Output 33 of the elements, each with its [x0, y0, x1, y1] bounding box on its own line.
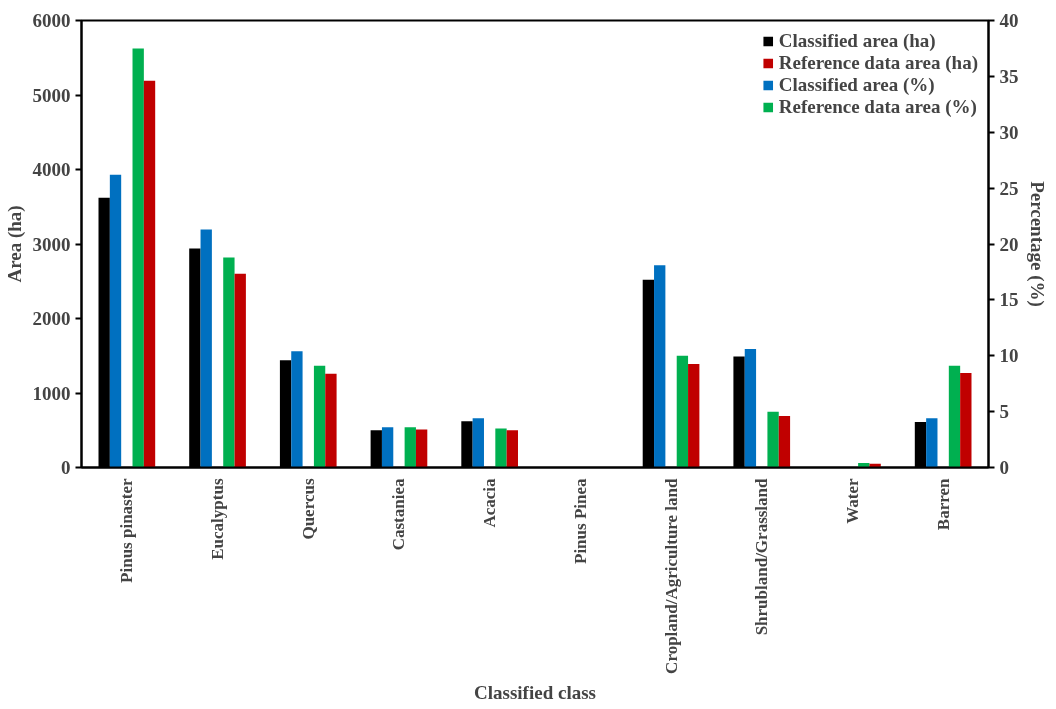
x-tick-label: Castaniea — [389, 478, 409, 551]
y2-tick-label: 25 — [999, 177, 1019, 199]
legend-label: Classified area (%) — [778, 74, 935, 96]
y-tick-label: 4000 — [32, 159, 71, 180]
legend-label: Reference data area (%) — [778, 96, 977, 118]
y-tick-label: 3000 — [32, 233, 71, 255]
x-tick-label: Acacia — [480, 478, 500, 528]
y2-tick-label: 10 — [999, 345, 1019, 367]
y2-axis-title: Percentage (%) — [1025, 181, 1048, 307]
x-tick-label: Eucalyptus — [208, 478, 228, 560]
x-tick-label: Pinus Pinea — [570, 478, 590, 564]
y-tick-label: 2000 — [32, 308, 71, 329]
x-tick-label: Pinus pinaster — [117, 478, 137, 583]
y2-tick-label: 20 — [999, 233, 1019, 255]
y2-tick-label: 40 — [999, 10, 1019, 31]
x-tick-label: Shrubland/Grassland — [752, 477, 772, 636]
y2-tick-label: 0 — [999, 457, 1009, 478]
y2-tick-label: 5 — [999, 401, 1009, 423]
y-axis-title: Area (ha) — [3, 205, 26, 283]
x-tick-label: Cropland/Agriculture land — [661, 477, 681, 674]
y2-tick-label: 15 — [999, 289, 1019, 311]
y-tick-label: 0 — [61, 457, 71, 478]
legend-label: Reference data area (ha) — [778, 52, 978, 74]
y-tick-label: 6000 — [32, 10, 71, 31]
x-tick-label: Quercus — [298, 478, 318, 540]
x-tick-label: Water — [842, 478, 862, 524]
y-tick-label: 1000 — [32, 382, 71, 404]
x-axis-title: Classified class — [474, 681, 596, 703]
y-tick-label: 5000 — [32, 84, 71, 106]
y2-tick-label: 30 — [999, 121, 1019, 143]
legend-label: Classified area (ha) — [778, 30, 936, 52]
x-tick-label: Barren — [933, 477, 953, 531]
y2-tick-label: 35 — [999, 65, 1019, 87]
